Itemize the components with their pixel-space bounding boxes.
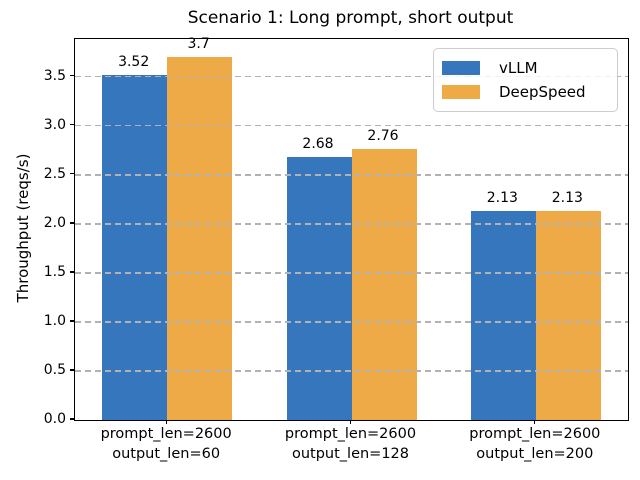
y-tick-label: 1.0 — [43, 312, 66, 329]
y-tick-label: 1.5 — [43, 263, 66, 280]
y-tick-label: 3.0 — [43, 116, 66, 133]
bar-vllm-0 — [102, 74, 168, 420]
legend: vLLM DeepSpeed — [433, 48, 618, 112]
x-tick-mark — [165, 420, 167, 425]
bar-vllm-1 — [286, 157, 352, 420]
y-tick-mark — [70, 75, 74, 77]
legend-item-vllm: vLLM — [442, 59, 609, 77]
gridline — [75, 223, 628, 225]
bar-vllm-2 — [470, 211, 536, 420]
y-tick-mark — [70, 124, 74, 126]
legend-swatch — [442, 61, 480, 75]
y-tick-mark — [70, 222, 74, 224]
y-tick-label: 0.5 — [43, 361, 66, 378]
x-tick-mark — [534, 420, 536, 425]
bar-value-label: 3.52 — [118, 53, 150, 70]
gridline — [75, 76, 628, 78]
x-tick-label-line: output_len=60 — [112, 446, 221, 462]
legend-swatch — [442, 85, 480, 99]
bar-deepspeed-0 — [167, 57, 233, 420]
y-tick-mark — [70, 320, 74, 322]
bar-value-label: 2.76 — [367, 128, 399, 145]
x-tick-label: prompt_len=2600 output_len=128 — [251, 424, 451, 464]
x-tick-label-line: output_len=128 — [291, 446, 410, 462]
y-tick-mark — [70, 418, 74, 420]
x-tick-label-line: output_len=200 — [476, 446, 594, 462]
y-tick-label: 2.5 — [43, 165, 66, 182]
gridline — [75, 272, 628, 274]
gridline — [75, 321, 628, 323]
x-tick-label-line: prompt_len=2600 — [100, 426, 232, 442]
bar-value-label: 2.13 — [551, 190, 583, 207]
y-tick-mark — [70, 271, 74, 273]
bar-value-label: 2.68 — [302, 136, 334, 153]
gridline — [75, 370, 628, 372]
bar-value-label: 2.13 — [486, 190, 518, 207]
legend-label: DeepSpeed — [499, 83, 586, 101]
legend-item-deepspeed: DeepSpeed — [442, 83, 609, 101]
y-tick-mark — [70, 173, 74, 175]
y-tick-label: 3.5 — [43, 67, 66, 84]
y-tick-label: 2.0 — [43, 214, 66, 231]
x-tick-label: prompt_len=2600 output_len=200 — [435, 424, 635, 464]
gridline — [75, 174, 628, 176]
y-tick-mark — [70, 369, 74, 371]
bar-deepspeed-1 — [351, 149, 417, 420]
bar-deepspeed-2 — [535, 211, 601, 420]
chart-title: Scenario 1: Long prompt, short output — [187, 8, 514, 28]
y-tick-label: 0.0 — [43, 411, 66, 427]
x-tick-label-line: prompt_len=2600 — [469, 426, 601, 442]
gridline — [75, 125, 628, 127]
x-tick-mark — [349, 420, 352, 425]
x-tick-label-line: prompt_len=2600 — [284, 426, 417, 442]
legend-label: vLLM — [499, 59, 538, 77]
x-tick-label: prompt_len=2600 output_len=60 — [66, 424, 266, 464]
bar-value-label: 3.7 — [187, 36, 210, 53]
